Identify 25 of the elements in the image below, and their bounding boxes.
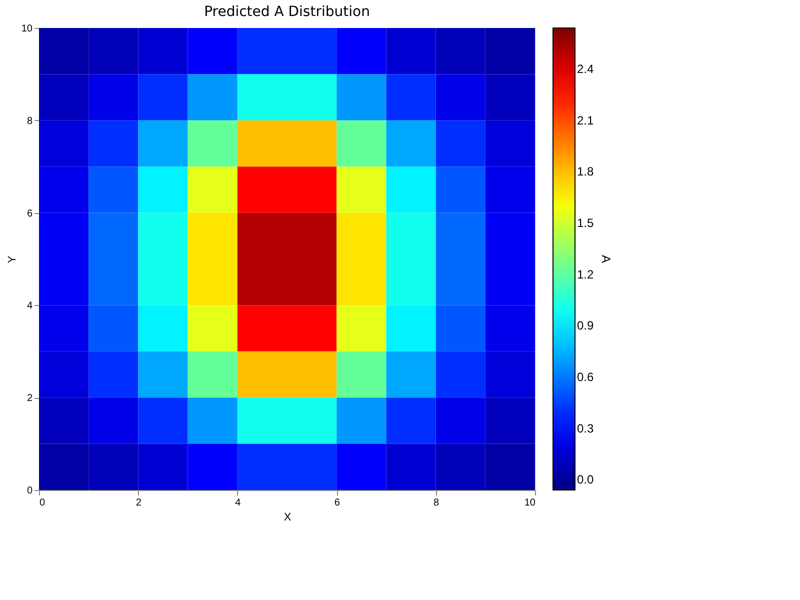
color-bar-label: 2.4 (577, 62, 594, 76)
x-axis-title: X (284, 512, 292, 524)
color-bar-title: A (599, 254, 613, 264)
x-tick-label: 6 (334, 498, 340, 508)
color-bar-label: 0.3 (577, 421, 594, 436)
y-tick-label: 4 (26, 300, 33, 312)
color-bar-label: 0.0 (577, 472, 594, 487)
y-tick-label: 6 (26, 208, 33, 220)
color-bar-label: 1.5 (577, 216, 594, 230)
y-tick-label: 2 (26, 393, 33, 404)
color-bar-label: 0.6 (577, 370, 594, 384)
y-axis-title: Y (6, 255, 18, 264)
color-bar-label: 0.9 (577, 318, 594, 333)
x-tick-label: 10 (524, 498, 536, 508)
y-tick-label: 0 (26, 486, 33, 496)
x-tick-label: 0 (40, 498, 46, 508)
y-tick-label: 8 (26, 116, 33, 127)
x-tick-label: 4 (235, 498, 242, 508)
x-tick-label: 8 (434, 498, 440, 508)
color-bar-label: 1.8 (577, 164, 594, 179)
color-bar-label: 2.1 (577, 113, 594, 128)
chart-title: Predicted A Distribution (204, 4, 370, 20)
color-bar-label: 1.2 (577, 267, 594, 282)
y-tick-label: 10 (21, 24, 33, 34)
x-tick-label: 2 (136, 498, 142, 508)
